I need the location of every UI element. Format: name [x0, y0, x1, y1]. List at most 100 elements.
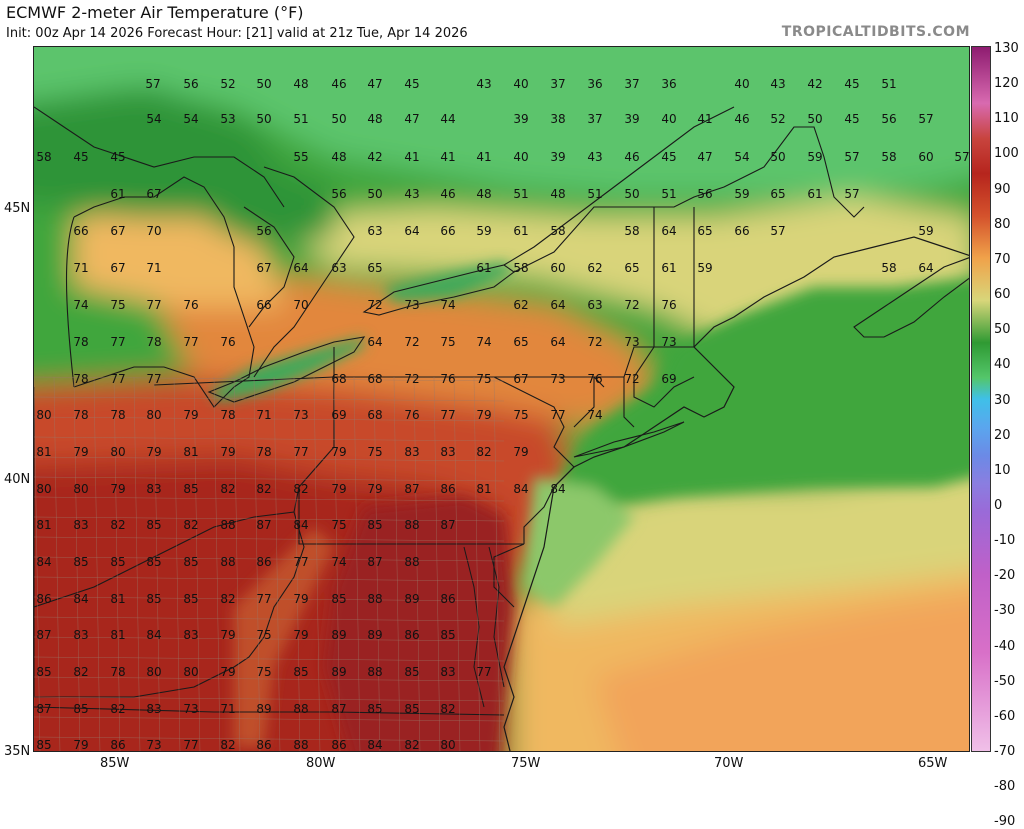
map-canvas: 57 56 52 50 48 46 47 45 43 40 37 36 37 36 40 43 42 45 51 54…: [34, 47, 969, 752]
temperature-value: 51: [587, 187, 602, 201]
line-county-grid: [34, 456, 505, 462]
line-county-grid: [393, 376, 401, 751]
line-county-grid: [53, 376, 61, 751]
temperature-value: 73: [404, 298, 419, 312]
line-lake-michigan-west: [65, 216, 75, 388]
temperature-value: 77: [440, 408, 455, 422]
temperature-value: 69: [661, 372, 676, 386]
lat-label-45n: 45N: [4, 201, 31, 216]
temperature-value: 59: [734, 187, 749, 201]
temperature-value: 48: [550, 187, 565, 201]
colorbar-tick-label: 20: [994, 427, 1011, 443]
temperature-value: 85: [146, 555, 161, 569]
temperature-value: 45: [110, 150, 125, 164]
boundary-lines: [34, 106, 969, 751]
temperature-value: 67: [146, 187, 161, 201]
field-lake-erie: [209, 337, 364, 402]
temperature-value: 77: [293, 555, 308, 569]
temperature-value: 73: [293, 408, 308, 422]
temperature-value: 53: [220, 112, 235, 126]
line-st-lawrence: [503, 106, 735, 266]
temperature-value: 78: [73, 372, 88, 386]
temperature-value: 79: [183, 408, 198, 422]
temperature-value: 86: [256, 555, 271, 569]
temperature-value: 65: [624, 261, 639, 275]
temperature-value: 66: [440, 224, 455, 238]
lat-label-40n: 40N: [4, 472, 31, 487]
temperature-value: 77: [293, 445, 308, 459]
temperature-value: 75: [110, 298, 125, 312]
temperature-value: 47: [697, 150, 712, 164]
temperature-value: 77: [550, 408, 565, 422]
temperature-value: 64: [918, 261, 933, 275]
temperature-value: 74: [587, 408, 602, 422]
field-ocean-pale: [554, 458, 969, 627]
line-county-grid: [493, 376, 501, 751]
temperature-value: 73: [550, 372, 565, 386]
temperature-value: 87: [331, 702, 346, 716]
temperature-value: 79: [220, 445, 235, 459]
lon-label-70w: 70W: [714, 756, 744, 771]
line-county-grid: [353, 376, 361, 751]
colorbar-tick-label: 90: [994, 181, 1011, 197]
temperature-value: 83: [146, 702, 161, 716]
temperature-value: 52: [220, 77, 235, 91]
temperature-value: 80: [440, 738, 455, 752]
temperature-value: 85: [110, 555, 125, 569]
temperature-value: 61: [513, 224, 528, 238]
temperature-value: 54: [146, 112, 161, 126]
colorbar-tick-label: 10: [994, 462, 1011, 478]
temperature-value: 58: [624, 224, 639, 238]
temperature-value: 57: [918, 112, 933, 126]
colorbar-tick-label: 120: [994, 76, 1019, 92]
temperature-value: 69: [331, 408, 346, 422]
temperature-value: 65: [367, 261, 382, 275]
line-md-border: [493, 543, 525, 608]
temperature-value: 77: [476, 665, 491, 679]
line-county-grid: [34, 596, 505, 602]
temperature-value: 81: [110, 628, 125, 642]
temperature-value: 87: [404, 482, 419, 496]
line-county-grid: [34, 636, 505, 642]
temperature-value: 41: [697, 112, 712, 126]
line-county-grid: [293, 376, 301, 751]
temperature-value: 79: [146, 445, 161, 459]
line-delmarva: [488, 546, 505, 688]
temperature-value: 42: [807, 77, 822, 91]
temperature-value: 76: [183, 298, 198, 312]
line-lake-erie: [207, 336, 366, 403]
temperature-value: 87: [256, 518, 271, 532]
temperature-value: 43: [770, 77, 785, 91]
temperature-value: 83: [404, 445, 419, 459]
line-county-grid: [34, 576, 505, 582]
temperature-value: 46: [734, 112, 749, 126]
temperature-value: 86: [440, 592, 455, 606]
line-county-grid: [34, 556, 505, 562]
temperature-value: 77: [110, 372, 125, 386]
temperature-value: 78: [110, 665, 125, 679]
temperature-value: 59: [918, 224, 933, 238]
temperature-value: 85: [183, 592, 198, 606]
temperature-value: 81: [36, 518, 51, 532]
temperature-value: 83: [73, 628, 88, 642]
temperature-value: 77: [146, 298, 161, 312]
temperature-value: 86: [256, 738, 271, 752]
temperature-value: 79: [73, 738, 88, 752]
temperature-value: 70: [293, 298, 308, 312]
temperature-value: 76: [661, 298, 676, 312]
temperature-value: 50: [624, 187, 639, 201]
lon-label-65w: 65W: [918, 756, 948, 771]
temperature-value: 42: [367, 150, 382, 164]
temperature-value: 56: [881, 112, 896, 126]
temperature-value: 86: [440, 482, 455, 496]
temperature-value: 51: [881, 77, 896, 91]
temperature-value: 45: [844, 77, 859, 91]
field-huron-green: [194, 167, 334, 247]
line-county-grid: [34, 696, 505, 702]
temperature-value: 72: [367, 298, 382, 312]
temperature-value: 63: [587, 298, 602, 312]
temperature-value: 74: [73, 298, 88, 312]
temperature-value: 68: [367, 408, 382, 422]
temperature-value: 85: [183, 555, 198, 569]
line-county-grid: [34, 676, 505, 682]
